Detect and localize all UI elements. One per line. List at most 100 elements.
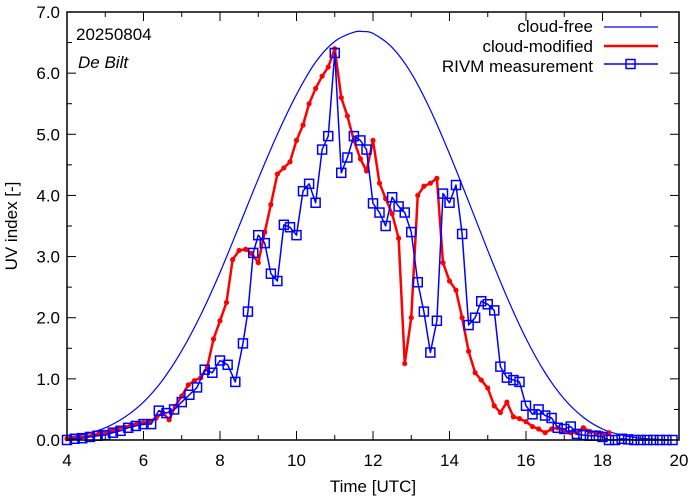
- cloud-modified-point: [421, 183, 427, 189]
- x-tick-label: 6: [139, 451, 148, 470]
- rivm-measurement-point: [565, 421, 577, 432]
- cloud-modified-point: [370, 137, 376, 143]
- cloud-modified-point: [357, 156, 363, 162]
- cloud-modified-point: [459, 315, 465, 321]
- cloud-modified-point: [427, 180, 433, 186]
- x-tick-label: 10: [287, 451, 306, 470]
- legend: cloud-free cloud-modified RIVM measureme…: [442, 17, 658, 76]
- rivm-measurement-point: [161, 407, 172, 419]
- y-tick-label: 2.0: [36, 309, 60, 328]
- rivm-measurement-point: [437, 188, 449, 199]
- rivm-measurement-point: [291, 229, 302, 241]
- rivm-measurement-point: [303, 178, 315, 190]
- cloud-modified-point: [536, 426, 542, 432]
- cloud-modified-point: [363, 168, 370, 174]
- rivm-measurement-point: [386, 192, 398, 203]
- cloud-modified-point: [217, 318, 223, 324]
- rivm-measurement-point: [406, 226, 417, 238]
- cloud-modified-point: [255, 260, 261, 266]
- rivm-measurement-point: [431, 315, 443, 327]
- rivm-measurement-point: [176, 396, 187, 408]
- x-tick-label: 12: [364, 451, 383, 470]
- rivm-measurement-point: [361, 144, 372, 155]
- cloud-modified-point: [319, 73, 325, 79]
- rivm-measurement-point: [520, 400, 532, 412]
- rivm-measurement-point: [367, 198, 379, 209]
- rivm-measurement-point: [355, 135, 366, 146]
- y-tick-label: 6.0: [36, 64, 60, 83]
- rivm-measurement-point: [168, 404, 180, 415]
- rivm-measurement-point: [222, 359, 233, 371]
- rivm-measurement-point: [122, 422, 134, 434]
- rivm-measurement-point: [199, 364, 210, 375]
- rivm-measurement-point: [237, 338, 249, 349]
- rivm-measurement-point: [444, 197, 455, 209]
- cloud-modified-point: [313, 85, 319, 92]
- rivm-measurement-point: [539, 410, 551, 421]
- tick-labels: 4 6 8 10 12 14 16 18 20 0.0 1.0 2.0 3.0 4.0 5.0 6.0 7.0: [36, 3, 688, 470]
- cloud-modified-point: [446, 278, 453, 284]
- rivm-measurement-point: [514, 376, 525, 388]
- rivm-measurement-point: [508, 374, 519, 386]
- x-tick-label: 18: [593, 451, 612, 470]
- cloud-modified-point: [268, 202, 274, 208]
- rivm-measurement-point: [138, 418, 149, 430]
- y-tick-label: 0.0: [36, 431, 60, 450]
- legend-label-cloud-free: cloud-free: [517, 17, 593, 36]
- rivm-measurement-point: [501, 372, 513, 383]
- cloud-modified-point: [230, 257, 236, 263]
- rivm-measurement-point: [495, 361, 506, 372]
- rivm-measurement-point: [184, 389, 195, 401]
- rivm-measurement-point: [242, 306, 254, 317]
- cloud-modified-point: [185, 382, 191, 388]
- rivm-measurement-point: [456, 228, 468, 240]
- rivm-measurement-point: [310, 197, 321, 209]
- rivm-measurement-point: [69, 433, 80, 445]
- rivm-measurement-point: [616, 433, 627, 445]
- y-tick-label: 3.0: [36, 248, 60, 267]
- rivm-measurement-point: [265, 268, 277, 279]
- rivm-measurement-point: [329, 47, 340, 59]
- rivm-measurement-point: [115, 425, 126, 437]
- cloud-modified-point: [166, 417, 172, 423]
- cloud-modified-point: [338, 95, 344, 101]
- rivm-measurement-point: [259, 237, 271, 249]
- cloud-modified-point: [466, 348, 472, 354]
- rivm-measurement-point: [130, 420, 142, 432]
- cloud-modified-point: [243, 246, 249, 252]
- cloud-modified-point: [376, 180, 383, 186]
- legend-label-cloud-modified: cloud-modified: [482, 37, 593, 56]
- rivm-measurement-point: [393, 201, 404, 212]
- cloud-modified-point: [344, 113, 350, 119]
- rivm-measurement-point: [475, 295, 487, 307]
- rivm-measurement-point: [546, 412, 557, 424]
- rivm-measurement-point: [374, 207, 385, 218]
- cloud-modified-point: [389, 211, 395, 217]
- rivm-measurement-point: [418, 306, 430, 317]
- rivm-measurement-point: [399, 207, 410, 218]
- rivm-measurement-point: [316, 144, 328, 155]
- rivm-measurement-point: [450, 179, 462, 191]
- rivm-measurement-point: [248, 247, 259, 259]
- rivm-measurement-point: [552, 422, 563, 434]
- cloud-modified-point: [210, 336, 217, 342]
- rivm-measurement-point: [253, 229, 264, 241]
- rivm-measurement-point: [380, 220, 391, 232]
- y-tick-label: 5.0: [36, 125, 60, 144]
- x-tick-label: 14: [440, 451, 459, 470]
- rivm-measurement-point: [297, 185, 309, 197]
- cloud-modified-point: [485, 385, 491, 391]
- cloud-modified-point: [453, 287, 459, 293]
- cloud-modified-point: [472, 370, 478, 376]
- y-axis-title: UV index [-]: [2, 182, 21, 271]
- rivm-measurement-point: [425, 347, 436, 358]
- cloud-modified-point: [223, 299, 230, 306]
- rivm-measurement-point: [107, 427, 119, 438]
- rivm-measurement-point: [77, 432, 88, 444]
- rivm-measurement-point: [489, 305, 500, 316]
- rivm-measurement-point: [207, 367, 218, 378]
- cloud-modified-point: [497, 409, 503, 416]
- cloud-modified-point: [408, 315, 414, 321]
- rivm-measurement-point: [469, 312, 481, 323]
